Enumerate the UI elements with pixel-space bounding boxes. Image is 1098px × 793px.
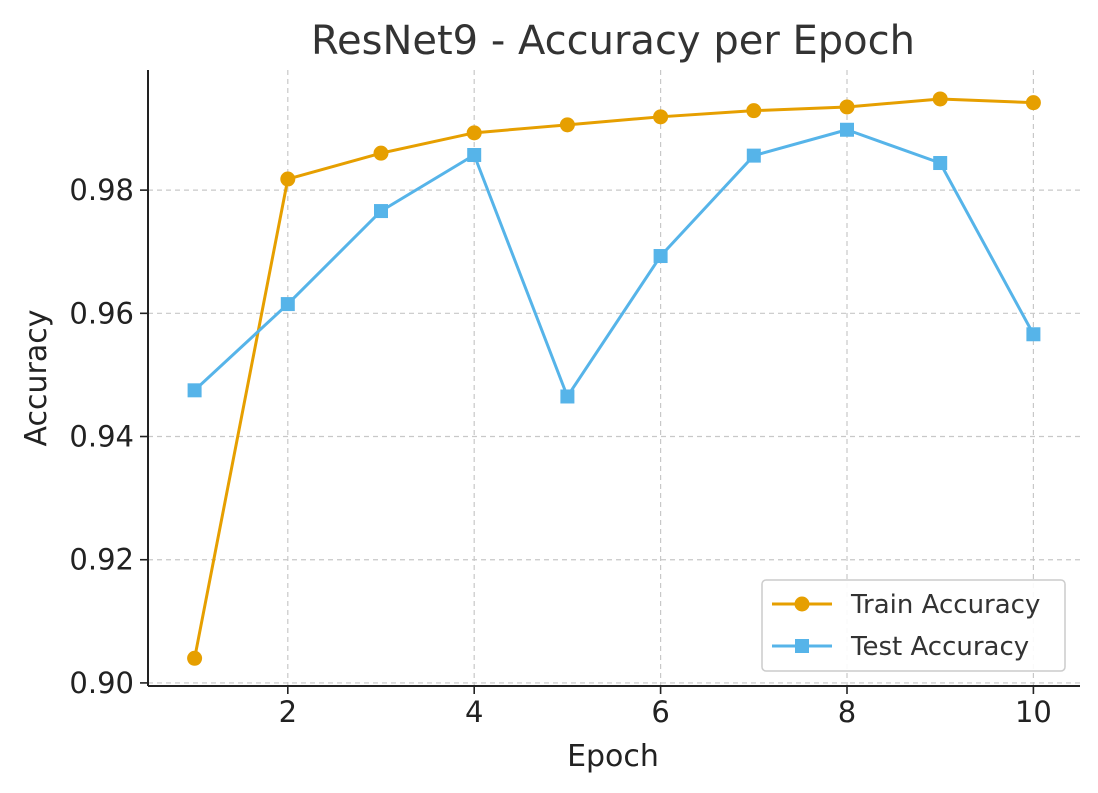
test-point	[467, 148, 482, 163]
y-tick-label: 0.98	[69, 173, 134, 207]
test-point	[1026, 327, 1041, 342]
x-tick-label: 2	[279, 695, 297, 729]
test-point	[280, 297, 295, 312]
train-point	[746, 103, 762, 119]
x-tick-label: 10	[1015, 695, 1052, 729]
train-line	[193, 97, 1034, 659]
y-tick-label: 0.92	[69, 543, 134, 577]
axes	[147, 70, 1080, 687]
grid-lines	[148, 70, 1080, 686]
x-tick-label: 4	[465, 695, 483, 729]
legend: Train Accuracy Test Accuracy	[761, 579, 1066, 672]
y-tick-label: 0.90	[69, 666, 134, 700]
test-point	[374, 204, 388, 219]
test-point	[560, 389, 575, 404]
test-point	[653, 249, 668, 264]
train-point	[280, 171, 296, 187]
test-point	[840, 122, 854, 137]
legend-test-label: Test Accuracy	[850, 632, 1029, 662]
train-point	[653, 109, 669, 125]
chart-title: ResNet9 - Accuracy per Epoch	[311, 18, 915, 64]
y-tick-label: 0.96	[69, 296, 134, 330]
test-line	[193, 128, 1035, 398]
train-point	[466, 125, 482, 141]
train-point	[839, 99, 855, 115]
train-point	[1025, 95, 1041, 111]
train-point	[559, 117, 575, 133]
y-tick-label: 0.94	[69, 420, 134, 454]
tick-labels: 2 4 6 8 10 0.90 0.92 0.94 0.96 0.98	[69, 173, 1051, 729]
train-point	[187, 650, 203, 666]
x-axis-label: Epoch	[567, 739, 659, 774]
test-point	[933, 156, 948, 171]
legend-box	[761, 579, 1066, 672]
y-axis-label: Accuracy	[19, 310, 54, 447]
train-point	[932, 91, 948, 107]
test-point	[187, 383, 202, 398]
legend-train-label: Train Accuracy	[850, 590, 1040, 620]
train-point	[373, 145, 389, 161]
legend-train-marker	[794, 596, 810, 612]
x-tick-label: 6	[651, 695, 669, 729]
series-lines	[187, 91, 1041, 666]
test-point	[746, 148, 761, 163]
legend-test-marker	[795, 639, 809, 653]
x-tick-label: 8	[838, 695, 856, 729]
